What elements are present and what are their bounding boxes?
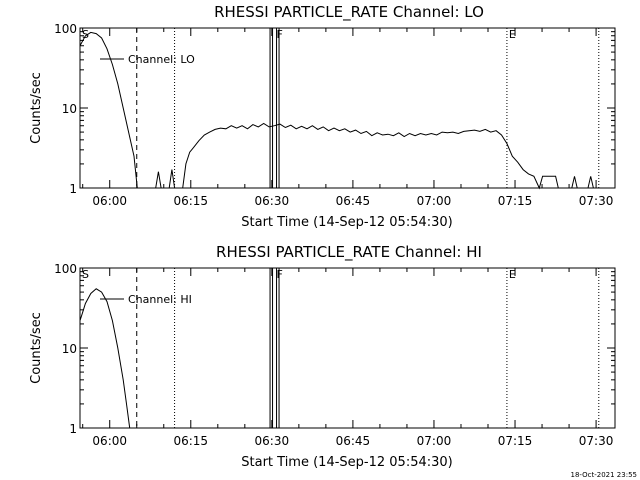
y-axis-label: Counts/sec [29,312,44,384]
y-tick-label: 10 [62,102,77,116]
x-tick-label: 06:30 [255,434,290,448]
x-tick-label: 06:45 [336,194,371,208]
legend-label: Channel: LO [128,53,195,66]
marker-label-s: S [82,268,89,281]
footer-timestamp: 18-Oct-2021 23:55 [571,471,637,479]
chart-title: RHESSI PARTICLE_RATE Channel: LO [214,3,484,22]
series-line [79,288,131,429]
y-axis-label: Counts/sec [29,72,44,144]
x-axis-label: Start Time (14-Sep-12 05:54:30) [241,215,452,230]
marker-label-f: F [277,28,283,41]
series-line [79,31,594,190]
marker-label-e: E [509,268,516,281]
panel-channel-hi: RHESSI PARTICLE_RATE Channel: HI Counts/… [29,243,616,470]
marker-label-f: F [277,268,283,281]
legend-label: Channel: HI [128,293,192,306]
x-tick-label: 07:00 [417,434,452,448]
x-tick-label: 06:00 [92,434,127,448]
x-tick-label: 06:00 [92,194,127,208]
x-tick-label: 07:30 [579,194,614,208]
x-axis-label: Start Time (14-Sep-12 05:54:30) [241,455,452,470]
y-tick-label: 100 [54,22,77,36]
marker-label-e: E [509,28,516,41]
y-tick-label: 1 [69,422,77,436]
x-tick-label: 06:15 [173,434,208,448]
x-tick-label: 06:30 [255,194,290,208]
x-tick-label: 06:15 [173,194,208,208]
y-tick-label: 100 [54,262,77,276]
y-tick-label: 10 [62,342,77,356]
x-tick-label: 07:15 [498,434,533,448]
plot-frame [79,27,616,189]
x-tick-label: 06:45 [336,434,371,448]
chart-title: RHESSI PARTICLE_RATE Channel: HI [216,243,482,262]
marker-label-s: S [82,28,89,41]
x-tick-label: 07:15 [498,194,533,208]
plot-frame [79,267,616,429]
panel-channel-lo: RHESSI PARTICLE_RATE Channel: LO Counts/… [29,3,616,230]
x-tick-label: 07:00 [417,194,452,208]
x-tick-label: 07:30 [579,434,614,448]
y-tick-label: 1 [69,182,77,196]
